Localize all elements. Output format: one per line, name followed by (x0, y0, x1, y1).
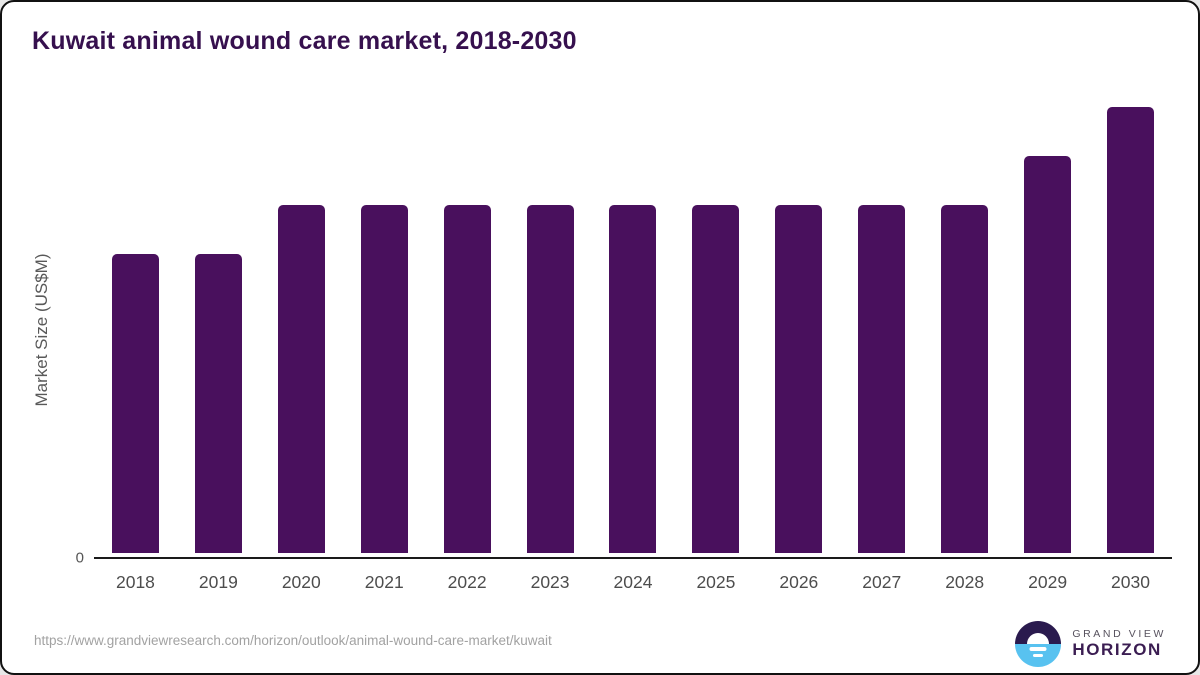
bar-2019[interactable] (194, 254, 242, 553)
x-tick-label-2022: 2022 (447, 572, 487, 592)
bar-2025[interactable] (692, 205, 740, 553)
bar-2026[interactable] (775, 205, 823, 553)
bar-2024[interactable] (609, 205, 657, 553)
x-tick-label-2030: 2030 (1111, 572, 1150, 592)
bar-2020[interactable] (277, 205, 325, 553)
x-tick-label-2027: 2027 (862, 572, 902, 592)
bar-slot (94, 83, 177, 553)
x-tick-label-2023: 2023 (530, 572, 570, 592)
logo-text: GRAND VIEW HORIZON (1072, 628, 1166, 660)
x-axis-line (94, 557, 1172, 559)
logo-brand-top: GRAND VIEW (1072, 628, 1166, 641)
x-tick-label-2029: 2029 (1028, 572, 1068, 592)
source-url: https://www.grandviewresearch.com/horizo… (34, 633, 552, 648)
bar-slot (757, 83, 840, 553)
x-tick-label-2024: 2024 (613, 572, 653, 592)
x-tick-label-2025: 2025 (696, 572, 736, 592)
bar-slot (260, 83, 343, 553)
x-tick-label-2019: 2019 (198, 572, 238, 592)
bar-2022[interactable] (443, 205, 491, 553)
bar-slot (840, 83, 923, 553)
bar-2028[interactable] (941, 205, 989, 553)
horizon-sun-icon (1015, 621, 1062, 667)
bar-slot (509, 83, 592, 553)
bar-2023[interactable] (526, 205, 574, 553)
y-tick-zero: 0 (75, 549, 84, 567)
x-tick-label-2028: 2028 (945, 572, 985, 592)
bar-slot (343, 83, 426, 553)
sun-shape (1027, 633, 1050, 644)
bar-slot (426, 83, 509, 553)
logo-brand-bottom: HORIZON (1072, 640, 1162, 660)
grand-view-horizon-logo: GRAND VIEW HORIZON (1015, 621, 1166, 667)
x-labels: 2018 2019 2020 2021 2022 2023 2024 2025 2026 2027… (94, 572, 1172, 593)
bar-slot (674, 83, 757, 553)
reflection-stripe (1029, 647, 1047, 651)
bar-2030[interactable] (1107, 107, 1155, 553)
bar-slot (1006, 83, 1089, 553)
bar-slot (592, 83, 675, 553)
bar-2021[interactable] (360, 205, 408, 553)
x-tick-label-2020: 2020 (281, 572, 321, 592)
bar-slot (1089, 83, 1172, 553)
reflection-stripe (1033, 653, 1044, 657)
bar-2027[interactable] (858, 205, 906, 553)
bars (94, 83, 1172, 553)
bar-slot (177, 83, 260, 553)
x-tick-label-2026: 2026 (779, 572, 819, 592)
bar-2029[interactable] (1024, 156, 1072, 553)
x-tick-label-2018: 2018 (115, 572, 155, 592)
bar-2018[interactable] (111, 254, 159, 553)
chart-title: Kuwait animal wound care market, 2018-20… (32, 27, 577, 55)
x-tick-label-2021: 2021 (364, 572, 404, 592)
bar-slot (923, 83, 1006, 553)
y-axis-title: Market Size (US$M) (32, 253, 51, 407)
